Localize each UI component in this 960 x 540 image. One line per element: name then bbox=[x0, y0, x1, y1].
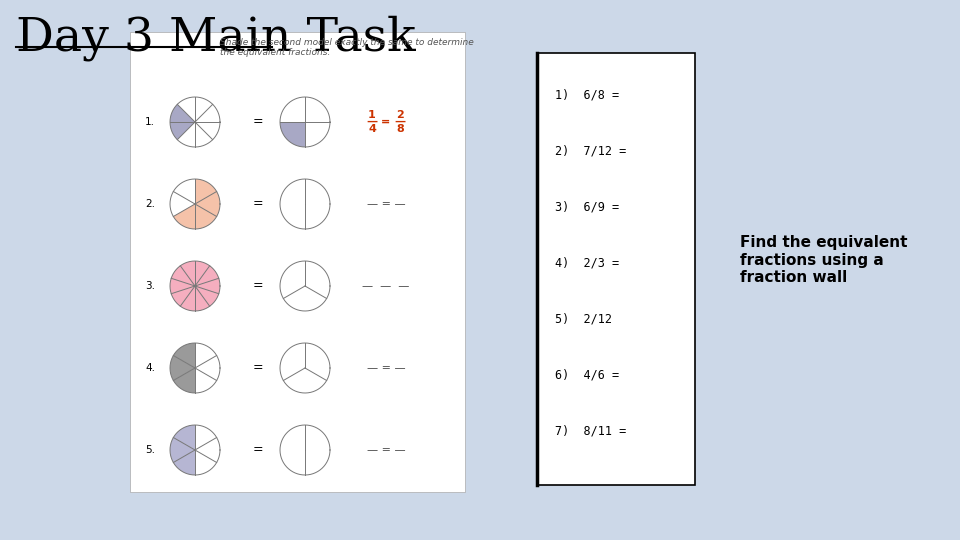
FancyBboxPatch shape bbox=[537, 53, 695, 485]
Text: =: = bbox=[252, 198, 263, 211]
Text: 1)  6/8 =: 1) 6/8 = bbox=[555, 89, 619, 102]
Polygon shape bbox=[174, 368, 195, 393]
Text: =: = bbox=[252, 280, 263, 293]
Text: =: = bbox=[381, 117, 391, 127]
Polygon shape bbox=[280, 122, 305, 147]
Text: 2: 2 bbox=[396, 110, 404, 120]
Text: — = —: — = — bbox=[367, 445, 405, 455]
Text: 1.: 1. bbox=[145, 117, 155, 127]
Polygon shape bbox=[170, 355, 195, 381]
Polygon shape bbox=[195, 192, 220, 217]
Polygon shape bbox=[170, 122, 195, 140]
Text: 6)  4/6 =: 6) 4/6 = bbox=[555, 368, 619, 381]
Polygon shape bbox=[170, 104, 195, 122]
Text: Shade the second model exactly the same to determine
the equivalent fractions.: Shade the second model exactly the same … bbox=[221, 38, 474, 57]
Polygon shape bbox=[174, 343, 195, 368]
Polygon shape bbox=[195, 286, 219, 306]
Polygon shape bbox=[180, 261, 195, 286]
Text: 8: 8 bbox=[396, 124, 404, 134]
Text: =: = bbox=[252, 116, 263, 129]
Text: 4)  2/3 =: 4) 2/3 = bbox=[555, 256, 619, 269]
Polygon shape bbox=[171, 266, 195, 286]
Polygon shape bbox=[170, 437, 195, 462]
Text: Find the equivalent
fractions using a
fraction wall: Find the equivalent fractions using a fr… bbox=[740, 235, 907, 285]
Text: =: = bbox=[252, 443, 263, 456]
Text: 5.: 5. bbox=[145, 445, 155, 455]
Text: Day 3 Main Task: Day 3 Main Task bbox=[16, 15, 416, 61]
Text: — = —: — = — bbox=[367, 199, 405, 209]
Text: —: — bbox=[367, 117, 377, 127]
Polygon shape bbox=[174, 450, 195, 475]
Polygon shape bbox=[195, 261, 209, 286]
Polygon shape bbox=[195, 179, 217, 204]
Text: 1: 1 bbox=[368, 110, 376, 120]
Text: — = —: — = — bbox=[367, 363, 405, 373]
Text: 7)  8/11 =: 7) 8/11 = bbox=[555, 424, 626, 437]
Polygon shape bbox=[195, 278, 220, 294]
Text: 3.: 3. bbox=[145, 281, 155, 291]
Text: 4: 4 bbox=[368, 124, 376, 134]
Polygon shape bbox=[195, 204, 217, 229]
Text: 4.: 4. bbox=[145, 363, 155, 373]
Text: 3)  6/9 =: 3) 6/9 = bbox=[555, 200, 619, 213]
Text: =: = bbox=[252, 361, 263, 375]
Polygon shape bbox=[180, 286, 195, 311]
Text: 2.: 2. bbox=[145, 199, 155, 209]
Text: —  —  —: — — — bbox=[362, 281, 410, 291]
Polygon shape bbox=[195, 286, 209, 311]
Text: 2)  7/12 =: 2) 7/12 = bbox=[555, 145, 626, 158]
Polygon shape bbox=[171, 286, 195, 306]
Text: —: — bbox=[395, 117, 405, 127]
Polygon shape bbox=[195, 266, 219, 286]
Polygon shape bbox=[170, 278, 195, 294]
Text: 5)  2/12: 5) 2/12 bbox=[555, 313, 612, 326]
Polygon shape bbox=[174, 204, 195, 229]
FancyBboxPatch shape bbox=[130, 32, 465, 492]
Polygon shape bbox=[174, 425, 195, 450]
